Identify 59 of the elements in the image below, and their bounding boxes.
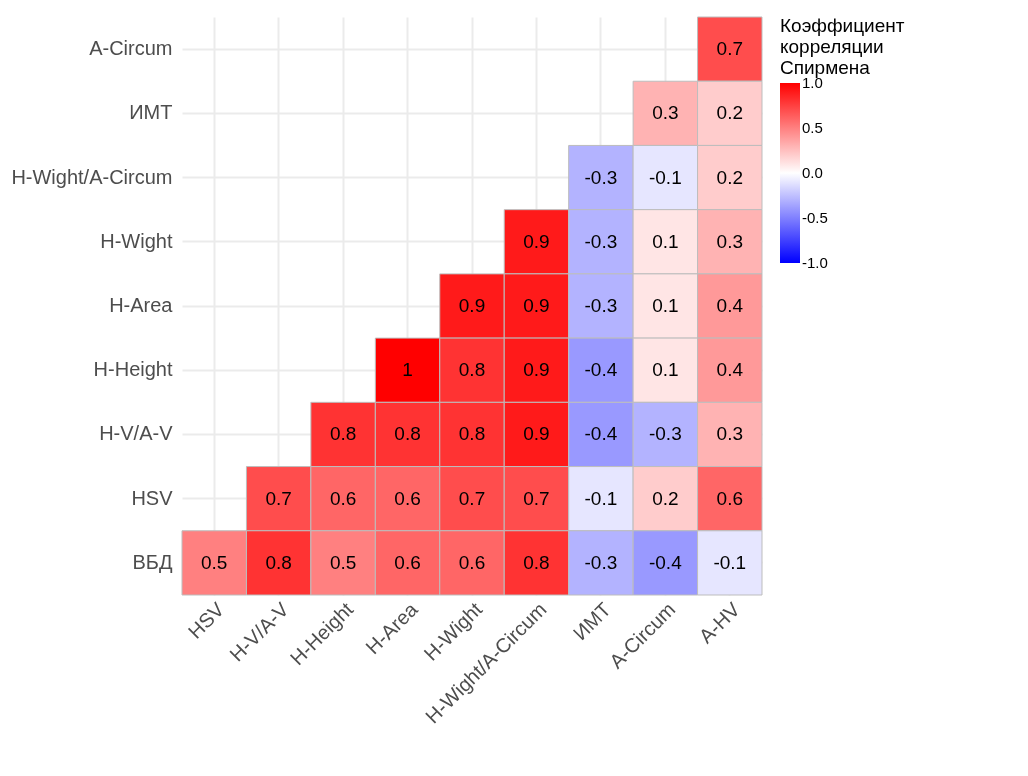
data-label: 0.5 — [329, 551, 357, 573]
y-tick-label: H-Area — [109, 294, 174, 316]
y-tick-label: A-Circum — [89, 37, 173, 60]
data-label: -0.3 — [648, 423, 682, 445]
data-label: 1 — [402, 359, 413, 381]
data-label: 0.6 — [394, 487, 421, 509]
data-label: 0.4 — [716, 295, 744, 316]
data-label: -0.4 — [648, 551, 683, 573]
data-label: -0.4 — [584, 359, 618, 381]
data-label: -0.3 — [584, 230, 618, 252]
data-label: 0.7 — [523, 487, 550, 509]
y-tick-label: H-Height — [93, 358, 173, 381]
data-label: 0.8 — [458, 423, 486, 445]
legend-title: Коэффициент корреляции Спирмена — [780, 15, 905, 78]
data-label: 0.2 — [716, 102, 743, 124]
data-label: -0.4 — [584, 423, 618, 445]
y-tick-label: H-V/A-V — [99, 422, 174, 445]
data-label: -0.1 — [648, 166, 682, 188]
data-label: 0.1 — [652, 295, 679, 316]
y-tick-label: HSV — [131, 486, 174, 509]
data-label: 0.6 — [458, 551, 486, 573]
data-label: 0.8 — [523, 551, 550, 573]
data-label: 0.1 — [652, 359, 679, 381]
y-tick-label: H-Wight — [100, 229, 173, 252]
data-label: 0.2 — [716, 166, 743, 188]
data-label: 0.7 — [716, 38, 743, 60]
data-label: 0.1 — [652, 230, 679, 252]
data-label: 0.8 — [394, 423, 421, 445]
data-label: 0.9 — [523, 295, 550, 316]
data-label: 0.9 — [523, 359, 550, 381]
data-label: 0.7 — [265, 487, 292, 509]
data-label: 0.3 — [716, 423, 743, 445]
data-label: 0.6 — [394, 551, 421, 573]
data-label: 0.8 — [329, 423, 357, 445]
data-label: -0.1 — [713, 551, 747, 573]
data-label: -0.3 — [584, 166, 618, 188]
color-bar-label: -0.5 — [802, 209, 828, 226]
data-label: 0.9 — [523, 423, 550, 445]
data-label: 0.2 — [652, 487, 679, 509]
color-bar-label: 0.0 — [802, 164, 823, 181]
data-label: 0.8 — [458, 359, 486, 381]
y-tick-label: H-Wight/A-Circum — [11, 165, 173, 188]
data-label: -0.1 — [584, 487, 618, 509]
data-label: 0.9 — [458, 295, 486, 316]
data-label: 0.6 — [716, 487, 743, 509]
data-label: 0.6 — [329, 487, 357, 509]
color-bar-label: 0.5 — [802, 119, 823, 136]
color-bar-label: -1.0 — [802, 254, 828, 271]
data-label: 0.5 — [201, 551, 228, 573]
data-label: 0.3 — [652, 102, 679, 124]
y-tick-label: ВБД — [132, 550, 173, 573]
data-label: 0.4 — [716, 359, 744, 381]
data-label: 0.9 — [523, 230, 550, 252]
data-label: -0.3 — [584, 295, 618, 316]
data-label: -0.3 — [584, 551, 618, 573]
data-label: 0.8 — [265, 551, 292, 573]
data-label: 0.7 — [458, 487, 486, 509]
y-tick-label: ИМТ — [129, 101, 173, 124]
data-label: 0.3 — [716, 230, 743, 252]
